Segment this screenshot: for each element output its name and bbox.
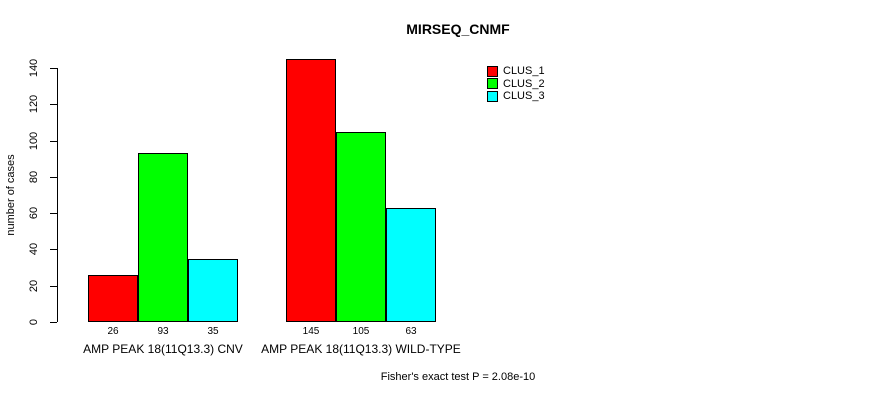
chart-title: MIRSEQ_CNMF [406,21,510,37]
bar-value-label: 145 [302,326,320,337]
legend-item-clus-2: CLUS_2 [487,78,545,91]
bar-clus_3-group2 [386,207,436,322]
legend-item-clus-3: CLUS_3 [487,90,545,103]
legend-swatch-clus-3 [487,90,498,102]
bar-value-label: 35 [207,326,219,337]
y-tick-mark [50,176,57,178]
legend-swatch-clus-1 [487,65,498,77]
y-tick-mark [50,213,57,215]
legend-label-clus-1: CLUS_1 [503,65,545,78]
y-tick-mark [50,249,57,251]
bar-value-label: 63 [405,326,417,337]
y-tick-mark [50,285,57,287]
y-tick-mark [50,140,57,142]
y-tick-label: 20 [28,279,40,292]
legend-swatch-clus-2 [487,78,498,90]
legend-label-clus-3: CLUS_3 [503,90,545,103]
y-axis-line [57,68,58,322]
legend-item-clus-1: CLUS_1 [487,65,545,78]
bar-clus_1-group1 [88,274,138,322]
bar-value-label: 105 [352,326,370,337]
y-tick-mark [50,104,57,106]
legend-label-clus-2: CLUS_2 [503,77,545,90]
y-tick-label: 80 [28,170,40,183]
bar-clus_2-group2 [336,131,386,322]
bar-clus_1-group2 [286,58,336,322]
bar-clus_2-group1 [138,153,188,322]
bar-value-label: 93 [157,326,169,337]
y-tick-mark [50,322,57,323]
y-tick-label: 60 [28,207,40,220]
y-tick-label: 0 [28,318,40,326]
y-tick-label: 40 [28,243,40,256]
y-tick-label: 140 [28,58,40,78]
x-category-label-cnv: AMP PEAK 18(11Q13.3) CNV [83,342,243,356]
y-tick-label: 100 [28,131,40,150]
legend: CLUS_1 CLUS_2 CLUS_3 [487,65,545,103]
x-category-label-wild-type: AMP PEAK 18(11Q13.3) WILD-TYPE [261,342,461,356]
y-axis-label: number of cases [5,154,17,236]
y-tick-label: 120 [28,95,40,114]
y-tick-mark [50,68,57,69]
bar-clus_3-group1 [188,258,238,322]
fisher-test-annotation: Fisher's exact test P = 2.08e-10 [380,371,536,383]
bar-value-label: 26 [107,326,119,337]
